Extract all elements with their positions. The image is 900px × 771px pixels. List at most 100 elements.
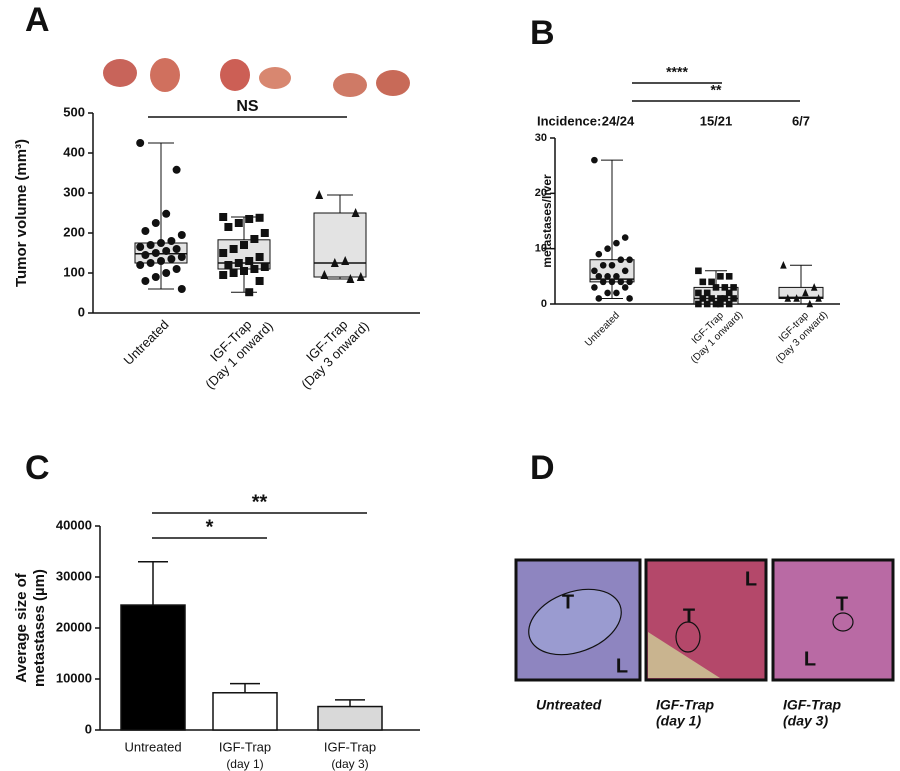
data-point xyxy=(255,277,264,285)
data-point xyxy=(245,257,254,265)
x-tick-label-line: (day 3) xyxy=(331,757,368,771)
data-point xyxy=(617,256,625,264)
data-point xyxy=(151,249,160,257)
incidence-value: 6/7 xyxy=(792,113,810,128)
y-axis-label: Average size of xyxy=(13,572,30,682)
x-tick-label: Untreated xyxy=(121,317,172,368)
data-point xyxy=(784,294,792,302)
data-point xyxy=(591,284,598,291)
data-point xyxy=(626,295,633,302)
histology-label: T xyxy=(683,605,695,627)
data-point xyxy=(245,288,254,297)
data-point xyxy=(162,247,171,255)
data-point xyxy=(708,278,715,286)
data-point xyxy=(136,139,145,147)
data-point xyxy=(591,156,598,164)
data-point xyxy=(320,270,329,279)
x-tick-label: IGF-trap(Day 3 onward) xyxy=(774,310,830,366)
data-point xyxy=(234,219,243,227)
data-point xyxy=(172,265,181,273)
histology-label: T xyxy=(562,591,574,613)
incidence-value: 15/21 xyxy=(700,113,733,128)
caption: (day 1) xyxy=(656,713,701,729)
box xyxy=(778,286,824,299)
data-point xyxy=(157,239,165,247)
data-point xyxy=(136,243,145,251)
data-point xyxy=(229,245,238,253)
data-point xyxy=(146,241,155,249)
data-point xyxy=(730,284,737,291)
y-tick-label: 30 xyxy=(535,132,547,144)
y-tick-label: 300 xyxy=(63,184,85,199)
y-tick-label: 10000 xyxy=(56,670,92,685)
data-point xyxy=(260,263,269,271)
y-tick-label: 200 xyxy=(63,224,85,239)
y-axis-label: Tumor volume (mm³) xyxy=(13,139,30,287)
bar xyxy=(212,692,278,731)
data-point xyxy=(151,219,160,227)
data-point xyxy=(699,295,707,302)
histology-panel: D xyxy=(514,449,895,682)
data-point xyxy=(245,215,254,223)
significance-label: ** xyxy=(711,82,722,98)
data-point xyxy=(141,277,150,285)
y-axis-label: metastases/liver xyxy=(540,174,554,268)
data-point xyxy=(250,265,259,273)
significance-label: **** xyxy=(666,64,688,80)
data-point xyxy=(712,300,720,308)
data-point xyxy=(717,295,724,302)
data-point xyxy=(315,190,324,199)
data-point xyxy=(708,295,715,302)
data-point xyxy=(136,261,145,269)
data-point xyxy=(793,294,800,302)
data-point xyxy=(608,261,616,269)
data-point xyxy=(240,241,248,249)
data-point xyxy=(177,285,186,293)
box xyxy=(313,212,367,278)
data-point xyxy=(177,253,186,261)
data-point xyxy=(725,300,733,308)
data-point xyxy=(815,294,822,302)
data-point xyxy=(146,259,155,267)
panel-letter: A xyxy=(25,1,50,39)
data-point xyxy=(626,256,633,264)
data-point xyxy=(712,284,720,291)
data-point xyxy=(162,269,171,277)
data-point xyxy=(608,278,616,286)
x-tick-label: IGF-Trap(Day 1 onward) xyxy=(202,317,275,392)
data-point xyxy=(604,289,611,297)
y-tick-label: 20 xyxy=(535,187,547,199)
data-point xyxy=(172,245,181,253)
x-tick-label: IGF-Trap(Day 1 onward) xyxy=(689,310,745,366)
data-point xyxy=(172,165,181,174)
x-tick-label-line: Untreated xyxy=(583,310,622,349)
y-tick-label: 400 xyxy=(63,144,85,159)
y-tick-label: 0 xyxy=(541,298,547,310)
y-axis-label: metastases (µm) xyxy=(31,569,48,687)
data-point xyxy=(604,273,611,280)
data-point xyxy=(229,269,238,277)
data-point xyxy=(167,237,176,245)
panel-letter: D xyxy=(530,449,555,487)
data-point xyxy=(591,267,598,275)
y-tick-label: 20000 xyxy=(56,619,92,634)
y-tick-label: 500 xyxy=(63,104,85,119)
data-point xyxy=(725,289,733,297)
data-point xyxy=(621,284,629,291)
caption: Untreated xyxy=(536,697,602,713)
y-tick-label: 30000 xyxy=(56,568,92,583)
data-point xyxy=(695,267,702,275)
data-point xyxy=(604,245,611,252)
data-point xyxy=(621,267,629,275)
data-point xyxy=(351,208,360,217)
x-tick-label-line: (day 1) xyxy=(226,757,263,771)
data-point xyxy=(341,256,350,265)
y-tick-label: 0 xyxy=(78,304,85,319)
data-point xyxy=(725,273,733,280)
histology-label: L xyxy=(745,568,757,590)
data-point xyxy=(703,300,711,308)
data-point xyxy=(780,260,787,269)
data-point xyxy=(717,300,724,308)
data-point xyxy=(730,295,737,302)
